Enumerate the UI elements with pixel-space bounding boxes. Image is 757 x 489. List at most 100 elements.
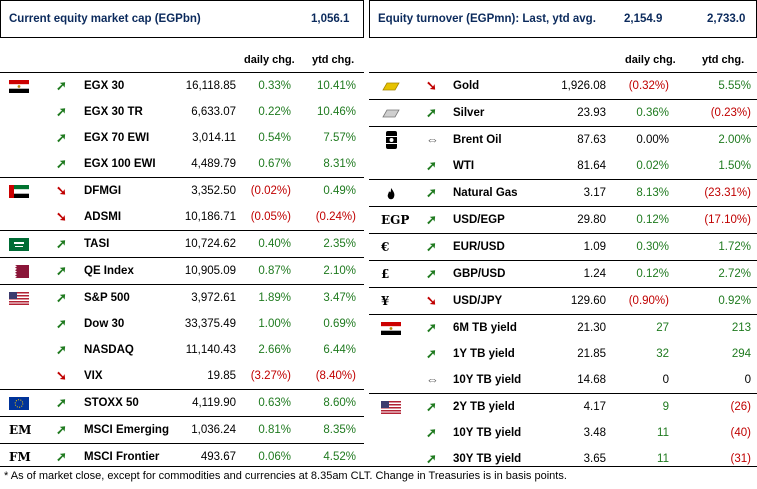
daily-change: (0.02%): [250, 185, 291, 197]
daily-change: (3.27%): [250, 370, 291, 382]
down-arrow-icon: ➘: [56, 209, 67, 224]
up-arrow-icon: ➚: [426, 425, 437, 440]
instrument-name: 30Y TB yield: [453, 453, 522, 465]
instrument-value: 3.17: [583, 187, 606, 199]
table-row: ➚ QE Index 10,905.09 0.87% 2.10%: [0, 257, 364, 284]
table-row: ➘ Gold 1,926.08 (0.32%) 5.55%: [369, 72, 757, 99]
instrument-name: TASI: [84, 238, 110, 250]
equity-column-headers: daily chg. ytd chg.: [0, 38, 364, 72]
table-row: ➚ EGX 30 16,118.85 0.33% 10.41%: [0, 72, 364, 99]
up-arrow-icon: ➚: [56, 130, 67, 145]
instrument-name: 1Y TB yield: [453, 348, 515, 360]
ytd-change: (40): [730, 427, 751, 439]
daily-change: 0.81%: [258, 424, 291, 436]
instrument-name: VIX: [84, 370, 103, 382]
instrument-value: 19.85: [207, 370, 236, 382]
table-row: ➚ NASDAQ 11,140.43 2.66% 6.44%: [0, 337, 364, 363]
instrument-value: 10,186.71: [184, 211, 236, 223]
turnover-header: Equity turnover (EGPmn): Last, ytd avg. …: [369, 0, 757, 38]
symbol-label: EM: [9, 423, 32, 437]
instrument-value: 4,489.79: [191, 158, 236, 170]
ytd-change: 5.55%: [718, 80, 751, 92]
instrument-name: USD/EGP: [453, 214, 505, 226]
ytd-change: 0.92%: [718, 295, 751, 307]
up-arrow-icon: ➚: [56, 156, 67, 171]
up-arrow-icon: ➚: [426, 399, 437, 414]
ytd-change: 4.52%: [323, 451, 356, 463]
instrument-value: 10,724.62: [184, 238, 236, 250]
up-arrow-icon: ➚: [56, 290, 67, 305]
ytd-change-header: ytd chg.: [702, 54, 745, 66]
daily-change: 9: [662, 401, 669, 413]
gold-bar-icon: [381, 80, 401, 93]
daily-change: (0.90%): [628, 295, 669, 307]
instrument-value: 1.24: [583, 268, 606, 280]
daily-change: 0.54%: [258, 132, 291, 144]
down-arrow-icon: ➘: [426, 78, 437, 93]
up-arrow-icon: ➚: [426, 451, 437, 466]
table-row: ➚ EGX 30 TR 6,633.07 0.22% 10.46%: [0, 99, 364, 125]
footer-divider: [0, 466, 757, 467]
instrument-value: 81.64: [577, 160, 606, 172]
instrument-name: EGX 30: [84, 80, 125, 92]
up-arrow-icon: ➚: [56, 342, 67, 357]
daily-change: 0.87%: [258, 265, 291, 277]
instrument-name: 10Y TB yield: [453, 427, 522, 439]
ytd-change: 0: [744, 374, 751, 386]
daily-change: 0.40%: [258, 238, 291, 250]
table-row: ¥ ➘ USD/JPY 129.60 (0.90%) 0.92%: [369, 287, 757, 314]
instrument-name: EGX 70 EWI: [84, 132, 150, 144]
ytd-change: 0.49%: [323, 185, 356, 197]
market-cap-header: Current equity market cap (EGPbn) 1,056.…: [0, 0, 364, 38]
instrument-value: 4.17: [583, 401, 606, 413]
instrument-value: 3,972.61: [191, 292, 236, 304]
table-row: ➚ S&P 500 3,972.61 1.89% 3.47%: [0, 284, 364, 311]
ytd-change: 8.35%: [323, 424, 356, 436]
commodities-column-headers: daily chg. ytd chg.: [369, 38, 757, 72]
daily-change: 0.67%: [258, 158, 291, 170]
daily-change: 2.66%: [258, 344, 291, 356]
daily-change: 11: [657, 453, 669, 465]
table-row: ➚ TASI 10,724.62 0.40% 2.35%: [0, 230, 364, 257]
instrument-name: EGX 30 TR: [84, 106, 143, 118]
table-row: ➚ Dow 30 33,375.49 1.00% 0.69%: [0, 311, 364, 337]
up-arrow-icon: ➚: [56, 104, 67, 119]
instrument-name: DFMGI: [84, 185, 122, 197]
ytd-change: 7.57%: [323, 132, 356, 144]
instrument-value: 14.68: [577, 374, 606, 386]
daily-change: 0.33%: [258, 80, 291, 92]
up-arrow-icon: ➚: [56, 316, 67, 331]
equity-table: ➚ EGX 30 16,118.85 0.33% 10.41% ➚ EGX 30 TR 6,6…: [0, 72, 364, 470]
table-row: ➚ WTI 81.64 0.02% 1.50%: [369, 153, 757, 179]
table-row: ➚ 30Y TB yield 3.65 11 (31): [369, 446, 757, 472]
instrument-value: 3.48: [583, 427, 606, 439]
ytd-change: (23.31%): [704, 187, 751, 199]
table-row: ⇔ 10Y TB yield 14.68 0 0: [369, 367, 757, 393]
down-arrow-icon: ➘: [426, 293, 437, 308]
table-row: FM ➚ MSCI Frontier 493.67 0.06% 4.52%: [0, 443, 364, 470]
table-row: ➚ STOXX 50 4,119.90 0.63% 8.60%: [0, 389, 364, 416]
symbol-label: €: [381, 240, 390, 254]
instrument-name: Silver: [453, 107, 485, 119]
up-arrow-icon: ➚: [56, 395, 67, 410]
ytd-change: 213: [731, 322, 751, 334]
down-arrow-icon: ➘: [56, 368, 67, 383]
table-row: ⇔ Brent Oil 87.63 0.00% 2.00%: [369, 126, 757, 153]
daily-change-header: daily chg.: [244, 54, 295, 66]
daily-change: 11: [657, 427, 669, 439]
table-row: ➚ EGX 70 EWI 3,014.11 0.54% 7.57%: [0, 125, 364, 151]
table-row: ➚ 2Y TB yield 4.17 9 (26): [369, 393, 757, 420]
instrument-value: 21.30: [577, 322, 606, 334]
commodities-panel: Equity turnover (EGPmn): Last, ytd avg. …: [369, 0, 757, 472]
ytd-change: 2.00%: [718, 134, 751, 146]
commodities-table: ➘ Gold 1,926.08 (0.32%) 5.55% ➚ Silver 23.93 0.3…: [369, 72, 757, 472]
ytd-change: 10.41%: [316, 80, 356, 92]
daily-change: (0.05%): [250, 211, 291, 223]
ytd-change: (17.10%): [704, 214, 751, 226]
ytd-change: 6.44%: [323, 344, 356, 356]
up-arrow-icon: ➚: [56, 263, 67, 278]
turnover-title: Equity turnover (EGPmn): Last, ytd avg.: [378, 13, 596, 25]
eu-flag-icon: [9, 397, 29, 410]
instrument-name: 2Y TB yield: [453, 401, 515, 413]
symbol-label: FM: [9, 450, 31, 464]
